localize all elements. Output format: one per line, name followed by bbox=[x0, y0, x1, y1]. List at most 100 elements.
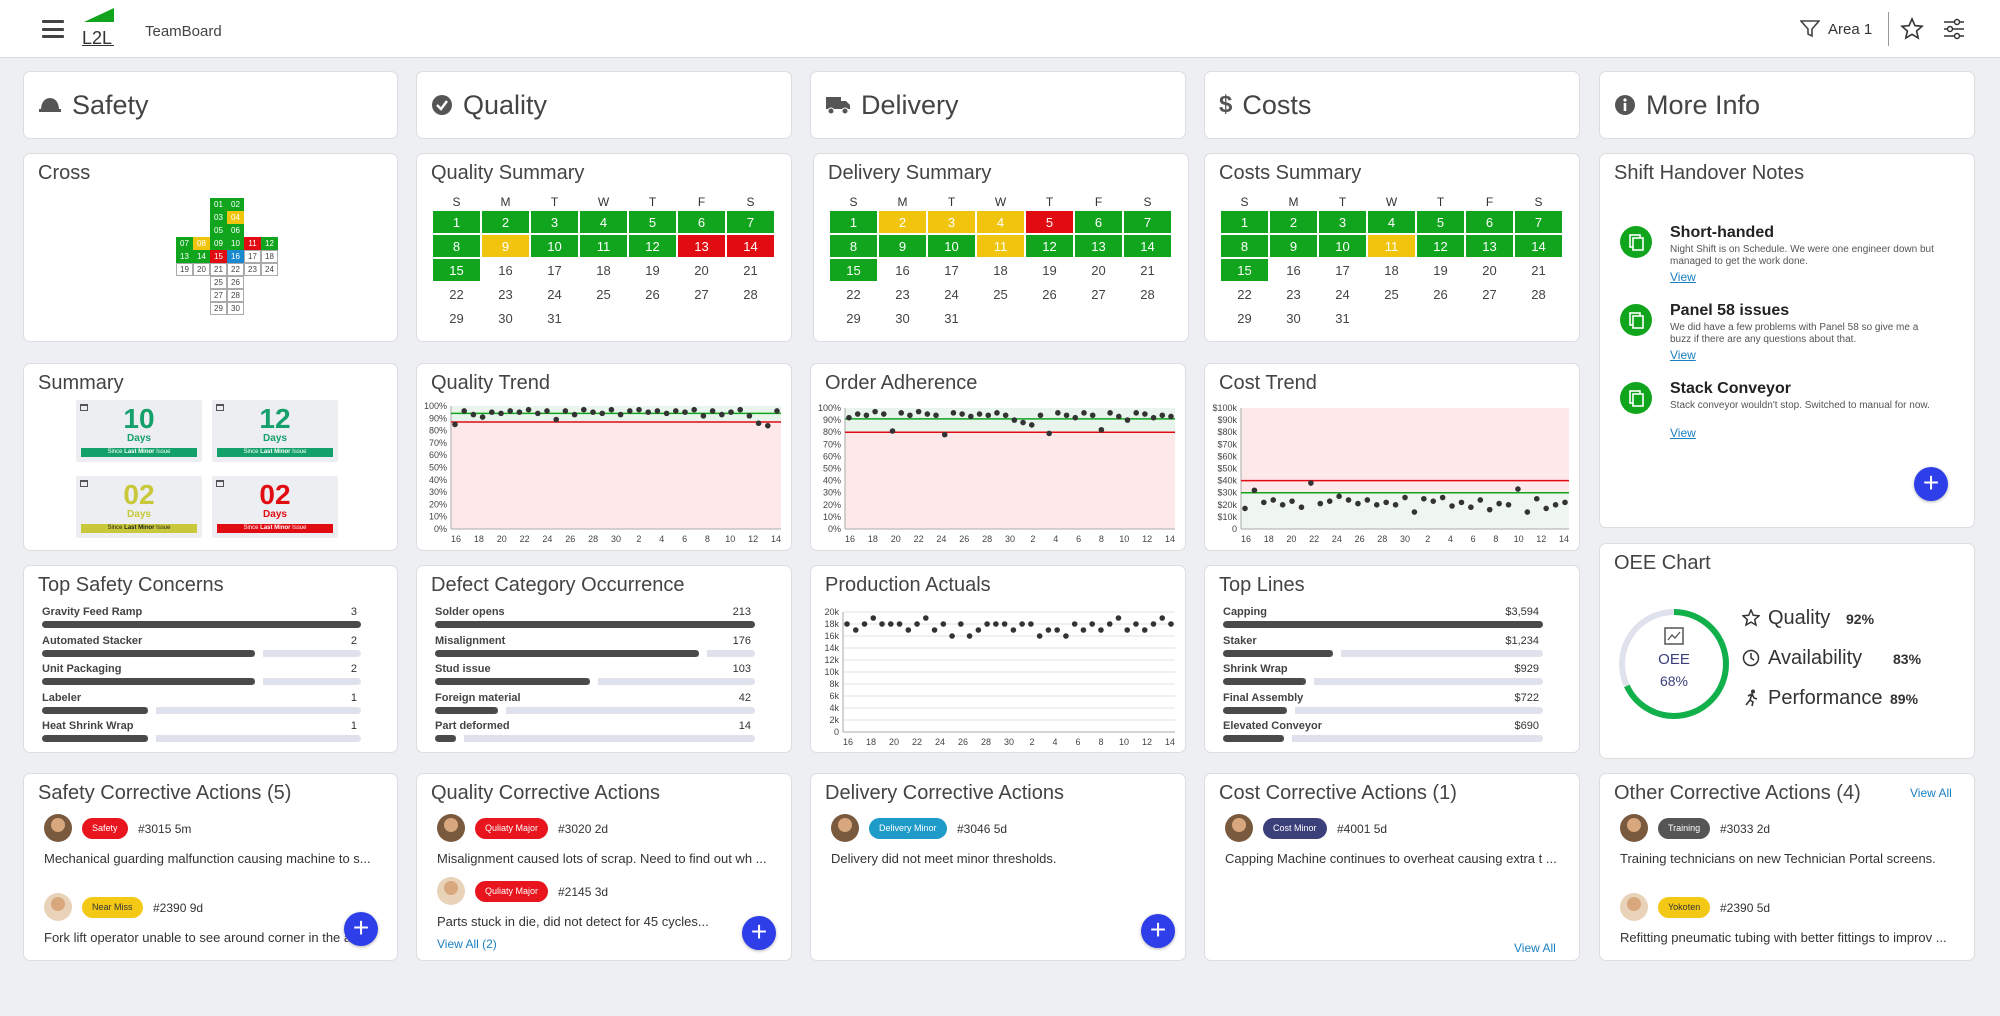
bar-row[interactable]: Stud issue 103 bbox=[435, 663, 773, 692]
calendar-day[interactable]: 6 bbox=[678, 211, 725, 233]
calendar-day[interactable]: 30 bbox=[895, 310, 910, 326]
calendar-day[interactable]: 23 bbox=[895, 286, 910, 302]
calendar-day[interactable]: 11 bbox=[1368, 235, 1415, 257]
action-id[interactable]: #4001 5d bbox=[1337, 822, 1387, 836]
quality-actions-card[interactable]: Quality Corrective Actions Quliaty Major… bbox=[416, 773, 792, 961]
order-adherence-card[interactable]: Order Adherence 100% 90% 80% 70% 60% 50% 40% 30… bbox=[810, 363, 1186, 551]
cost-actions-card[interactable]: Cost Corrective Actions (1) Cost Minor #4… bbox=[1204, 773, 1580, 961]
category-tag[interactable]: Training bbox=[1658, 818, 1711, 839]
cross-day-cell[interactable]: 22 bbox=[227, 263, 244, 276]
calendar-day[interactable]: 30 bbox=[1286, 310, 1301, 326]
calendar-day[interactable]: 13 bbox=[1466, 235, 1513, 257]
note-view-link[interactable]: View bbox=[1670, 348, 1696, 362]
action-id[interactable]: #3046 5d bbox=[957, 822, 1007, 836]
calendar-day[interactable]: 25 bbox=[993, 286, 1008, 302]
calendar-day[interactable]: 4 bbox=[977, 211, 1024, 233]
calendar-day[interactable]: 8 bbox=[1221, 235, 1268, 257]
calendar-day[interactable]: 30 bbox=[498, 310, 513, 326]
bar-row[interactable]: Shrink Wrap $929 bbox=[1223, 663, 1561, 692]
calendar-day[interactable]: 31 bbox=[547, 310, 562, 326]
calendar-day[interactable]: 29 bbox=[846, 310, 861, 326]
calendar-day[interactable]: 13 bbox=[678, 235, 725, 257]
calendar-day[interactable]: 14 bbox=[727, 235, 774, 257]
calendar-day[interactable]: 24 bbox=[944, 286, 959, 302]
costs-summary-card[interactable]: Costs Summary S M T W T F S 1 2 3 4 5 6 7 8 9 10 11 12 13 14… bbox=[1204, 153, 1580, 342]
calendar-day[interactable]: 29 bbox=[449, 310, 464, 326]
calendar-day[interactable]: 3 bbox=[928, 211, 975, 233]
calendar-day[interactable]: 10 bbox=[928, 235, 975, 257]
cross-day-cell[interactable]: 23 bbox=[244, 263, 261, 276]
calendar-day[interactable]: 16 bbox=[498, 262, 513, 278]
calendar-day[interactable]: 12 bbox=[629, 235, 676, 257]
note-view-link[interactable]: View bbox=[1670, 426, 1696, 440]
calendar-day[interactable]: 7 bbox=[1124, 211, 1171, 233]
calendar-day[interactable]: 28 bbox=[743, 286, 758, 302]
calendar-day[interactable]: 26 bbox=[1433, 286, 1448, 302]
calendar-day[interactable]: 20 bbox=[1482, 262, 1497, 278]
add-delivery-action-button[interactable]: + bbox=[1141, 914, 1175, 948]
quality-summary-card[interactable]: Quality Summary S M T W T F S 1 2 3 4 5 6 7 8 9 10 11 12 13… bbox=[416, 153, 792, 342]
cross-day-cell[interactable]: 21 bbox=[210, 263, 227, 276]
calendar-day[interactable]: 25 bbox=[596, 286, 611, 302]
calendar-day[interactable]: 24 bbox=[547, 286, 562, 302]
cross-day-cell[interactable]: 11 bbox=[244, 237, 261, 250]
cross-day-cell[interactable]: 30 bbox=[227, 302, 244, 315]
calendar-day[interactable]: 9 bbox=[879, 235, 926, 257]
calendar-day[interactable]: 28 bbox=[1140, 286, 1155, 302]
bar-row[interactable]: Solder opens 213 bbox=[435, 606, 773, 635]
favorite-button[interactable] bbox=[1900, 17, 1924, 46]
add-quality-action-button[interactable]: + bbox=[742, 916, 776, 950]
days-since-tile[interactable]: 12 Days Since Last Minor Issue bbox=[212, 400, 338, 462]
action-description[interactable]: Capping Machine continues to overheat ca… bbox=[1225, 851, 1557, 866]
cross-day-cell[interactable]: 24 bbox=[261, 263, 278, 276]
action-id[interactable]: #3015 5m bbox=[138, 822, 191, 836]
menu-icon[interactable] bbox=[42, 20, 64, 38]
calendar-day[interactable]: 28 bbox=[1531, 286, 1546, 302]
calendar-day[interactable]: 8 bbox=[830, 235, 877, 257]
calendar-day[interactable]: 12 bbox=[1026, 235, 1073, 257]
calendar-day[interactable]: 17 bbox=[547, 262, 562, 278]
calendar-day[interactable]: 14 bbox=[1124, 235, 1171, 257]
calendar-day[interactable]: 11 bbox=[580, 235, 627, 257]
calendar-day[interactable]: 31 bbox=[944, 310, 959, 326]
calendar-day[interactable]: 22 bbox=[846, 286, 861, 302]
action-description[interactable]: Training technicians on new Technician P… bbox=[1620, 851, 1936, 866]
calendar-day[interactable]: 2 bbox=[482, 211, 529, 233]
oee-card[interactable]: OEE Chart OEE 68% Quality 92% Availability… bbox=[1599, 543, 1975, 759]
top-lines-card[interactable]: Top Lines Capping $3,594 Staker $1,234 Shrin… bbox=[1204, 565, 1580, 753]
calendar-day[interactable]: 22 bbox=[449, 286, 464, 302]
calendar-day[interactable]: 15 bbox=[830, 259, 877, 281]
action-description[interactable]: Delivery did not meet minor thresholds. bbox=[831, 851, 1057, 866]
action-id[interactable]: #2390 9d bbox=[153, 901, 203, 915]
cross-day-cell[interactable]: 07 bbox=[176, 237, 193, 250]
calendar-day[interactable]: 20 bbox=[1091, 262, 1106, 278]
calendar-day[interactable]: 10 bbox=[1319, 235, 1366, 257]
calendar-day[interactable]: 17 bbox=[944, 262, 959, 278]
safety-concerns-card[interactable]: Top Safety Concerns Gravity Feed Ramp 3 Au… bbox=[23, 565, 398, 753]
calendar-day[interactable]: 4 bbox=[1368, 211, 1415, 233]
calendar-day[interactable]: 1 bbox=[433, 211, 480, 233]
assignee-avatar[interactable] bbox=[1225, 814, 1253, 842]
action-id[interactable]: #2390 5d bbox=[1720, 901, 1770, 915]
calendar-day[interactable]: 16 bbox=[1286, 262, 1301, 278]
calendar-day[interactable]: 27 bbox=[1482, 286, 1497, 302]
calendar-day[interactable]: 8 bbox=[433, 235, 480, 257]
calendar-day[interactable]: 1 bbox=[1221, 211, 1268, 233]
days-since-tile[interactable]: 10 Days Since Last Minor Issue bbox=[76, 400, 202, 462]
calendar-day[interactable]: 9 bbox=[1270, 235, 1317, 257]
category-tag[interactable]: Quliaty Major bbox=[475, 881, 549, 902]
bar-row[interactable]: Final Assembly $722 bbox=[1223, 692, 1561, 721]
calendar-day[interactable]: 26 bbox=[1042, 286, 1057, 302]
cross-day-cell[interactable]: 13 bbox=[176, 250, 193, 263]
calendar-day[interactable]: 13 bbox=[1075, 235, 1122, 257]
action-id[interactable]: #3020 2d bbox=[558, 822, 608, 836]
calendar-day[interactable]: 17 bbox=[1335, 262, 1350, 278]
cross-day-cell[interactable]: 27 bbox=[210, 289, 227, 302]
calendar-day[interactable]: 31 bbox=[1335, 310, 1350, 326]
calendar-day[interactable]: 4 bbox=[580, 211, 627, 233]
add-safety-action-button[interactable]: + bbox=[344, 912, 378, 946]
cross-day-cell[interactable]: 05 bbox=[210, 224, 227, 237]
calendar-day[interactable]: 25 bbox=[1384, 286, 1399, 302]
cross-day-cell[interactable]: 02 bbox=[227, 198, 244, 211]
bar-row[interactable]: Part deformed 14 bbox=[435, 720, 773, 749]
